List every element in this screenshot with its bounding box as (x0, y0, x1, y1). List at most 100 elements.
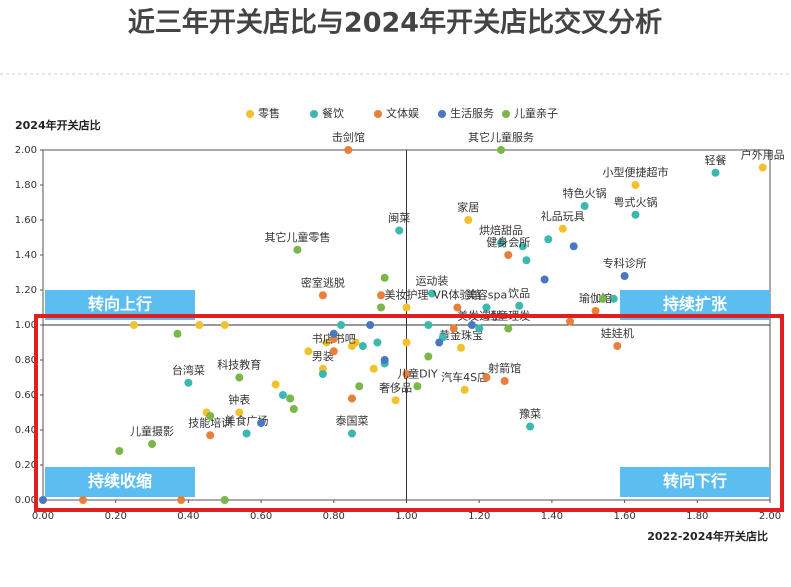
point-label: 闽菜 (388, 212, 410, 225)
point (286, 394, 295, 403)
point (482, 303, 491, 312)
point-label: 轻餐 (704, 153, 726, 167)
point (558, 224, 567, 233)
point (129, 321, 138, 329)
point (518, 242, 527, 251)
y-tick-label: 0.80 (15, 355, 37, 366)
point-label: 烘焙甜品 (479, 223, 523, 237)
point (329, 329, 338, 338)
point (467, 321, 476, 329)
legend-label: 餐饮 (322, 106, 344, 120)
point (206, 412, 215, 420)
legend-marker (246, 110, 254, 118)
y-axis-title: 2024年开关店比 (15, 118, 101, 132)
y-tick-label: 1.00 (15, 320, 37, 331)
point (148, 440, 157, 448)
point (540, 275, 549, 284)
point-label: 黄金珠宝 (439, 328, 483, 342)
point-label: 钟表 (228, 393, 250, 407)
point-label: 豫菜 (519, 408, 541, 421)
point-label: 儿童DIY (397, 366, 438, 380)
point (457, 343, 466, 352)
quadrant-label: 转向下行 (663, 472, 727, 491)
point (355, 382, 364, 391)
point (566, 317, 575, 326)
quadrant-box (620, 467, 770, 497)
point (366, 321, 375, 329)
legend-label: 儿童亲子 (514, 106, 558, 120)
legend-label: 零售 (258, 106, 280, 120)
point (304, 347, 313, 356)
point (235, 408, 244, 417)
point (504, 251, 513, 259)
point (347, 429, 356, 438)
point-label: 粤式火锅 (614, 195, 658, 209)
point (337, 321, 346, 329)
point (464, 216, 473, 224)
point (475, 324, 484, 333)
chart-title: 近三年开关店比与2024年开关店比交叉分析 (128, 7, 662, 39)
point (318, 370, 327, 378)
point (402, 370, 411, 378)
x-tick-label: 1.80 (686, 511, 708, 522)
point (424, 321, 433, 329)
x-tick-label: 0.40 (177, 511, 199, 522)
point (115, 447, 124, 455)
x-tick-label: 0.00 (32, 511, 54, 522)
point (347, 342, 356, 350)
point (271, 380, 280, 389)
point (173, 329, 182, 338)
x-tick-label: 1.20 (468, 511, 490, 522)
point (293, 245, 302, 254)
point (78, 496, 87, 504)
point (631, 181, 640, 189)
point (220, 321, 229, 329)
point (278, 391, 287, 399)
y-tick-label: 0.60 (15, 390, 37, 401)
point-label: 特色火锅 (563, 186, 607, 200)
point (613, 342, 622, 350)
point (497, 146, 506, 154)
point (195, 321, 204, 329)
point-label: 泰国菜 (335, 414, 368, 428)
x-tick-label: 0.60 (250, 511, 272, 522)
point (453, 303, 462, 312)
point (424, 352, 433, 361)
point-label: 其它儿童零售 (264, 230, 330, 244)
point (460, 385, 469, 394)
x-tick-label: 1.00 (395, 511, 417, 522)
point-label: 奢侈品 (379, 380, 412, 394)
y-tick-label: 0.20 (15, 460, 37, 471)
point (39, 496, 47, 504)
point (377, 303, 386, 312)
point (380, 273, 389, 282)
point (449, 324, 458, 333)
legend-marker (438, 110, 446, 118)
point-label: 射箭馆 (488, 361, 521, 375)
point-label: 美容spa (466, 288, 507, 302)
legend-label: 生活服务 (450, 106, 494, 120)
point-label: 瑜伽馆 (579, 291, 612, 305)
x-tick-label: 0.80 (323, 511, 345, 522)
point (347, 394, 356, 403)
point (344, 146, 353, 154)
quadrant-label: 持续收缩 (88, 472, 152, 491)
point-label: 科技教育 (217, 358, 261, 372)
point-label: 专科诊所 (603, 256, 647, 270)
y-tick-label: 1.20 (15, 285, 37, 296)
point (184, 378, 193, 387)
point (598, 294, 607, 303)
point (591, 307, 600, 315)
point (435, 338, 444, 347)
point (427, 289, 436, 298)
point-label: VR体验馆 (433, 288, 481, 302)
point-label: 运动装 (415, 275, 448, 288)
point (413, 382, 422, 391)
point (242, 429, 251, 438)
point-label: 台湾菜 (172, 363, 205, 377)
point (711, 168, 720, 177)
point (620, 272, 629, 280)
point-label: 其它儿童服务 (468, 130, 534, 144)
legend-marker (502, 110, 510, 118)
